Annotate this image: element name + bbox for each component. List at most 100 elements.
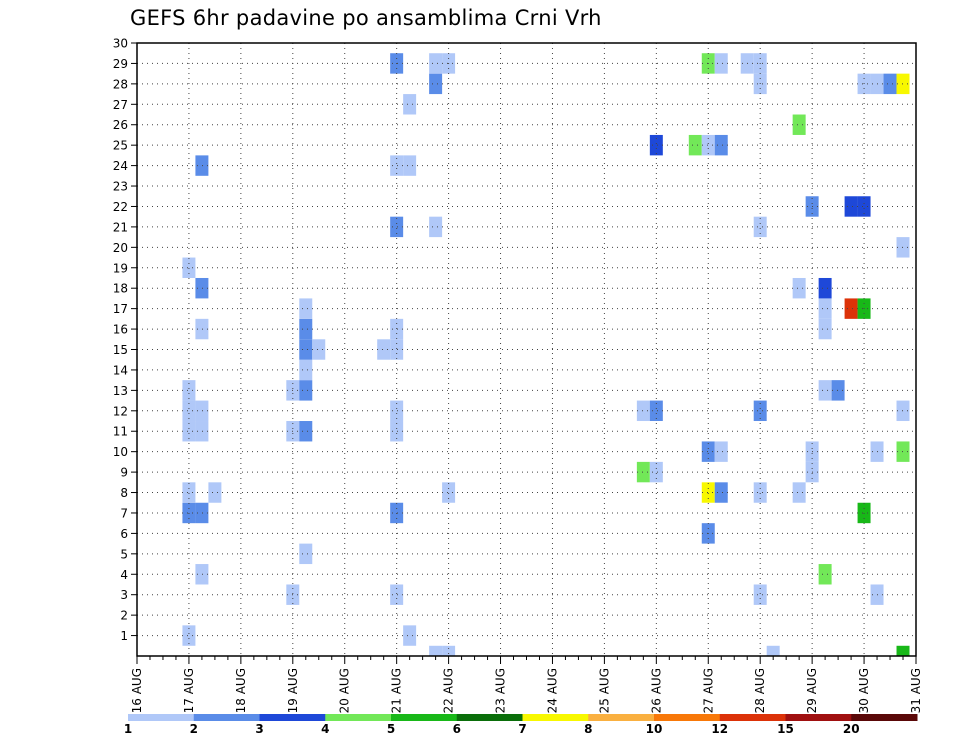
precip-cell (649, 134, 663, 156)
precip-cell (714, 482, 728, 503)
y-tick-label: 29 (113, 57, 128, 71)
y-tick-label: 21 (113, 220, 128, 234)
precip-cell (857, 196, 871, 217)
precip-cell (390, 318, 404, 340)
precip-cell (636, 400, 650, 422)
precip-cell (818, 564, 832, 585)
y-tick-label: 17 (113, 302, 128, 316)
precip-cell (182, 502, 196, 524)
precip-cell (753, 584, 767, 605)
colorbar-segment (522, 714, 589, 721)
precip-cell (714, 53, 728, 74)
precip-cell (753, 400, 767, 422)
y-tick-label: 12 (113, 404, 128, 418)
y-tick-label: 15 (113, 343, 128, 357)
colorbar-label: 2 (190, 722, 198, 736)
x-tick-label: 26 AUG (649, 668, 663, 713)
colorbar-label: 3 (255, 722, 263, 736)
y-tick-label: 24 (113, 159, 128, 173)
colorbar-label: 1 (124, 722, 132, 736)
colorbar-segment (785, 714, 852, 721)
precip-cell (844, 196, 858, 217)
y-tick-label: 25 (113, 139, 128, 153)
y-tick-label: 1 (120, 629, 128, 643)
precip-cell (299, 421, 313, 442)
colorbar-segment (325, 714, 392, 721)
precip-cell (818, 277, 832, 299)
precip-cell (831, 380, 845, 401)
y-tick-label: 20 (113, 241, 128, 255)
precip-cell (195, 421, 209, 442)
grid-layer (137, 43, 916, 656)
precip-cell (390, 400, 404, 422)
precip-cell (299, 298, 313, 319)
y-tick-label: 2 (120, 609, 128, 623)
x-tick-label: 27 AUG (701, 668, 715, 713)
precip-cell (883, 73, 897, 95)
precip-cell (792, 277, 806, 299)
colorbar-label: 5 (387, 722, 395, 736)
precip-cell (753, 216, 767, 238)
precip-cell (208, 482, 222, 503)
precip-cell (649, 461, 663, 483)
precip-cell (182, 421, 196, 442)
precip-cell (377, 339, 391, 360)
colorbar-label: 10 (646, 722, 663, 736)
precip-cell (766, 645, 780, 656)
y-tick-label: 4 (120, 568, 128, 582)
x-tick-label: 18 AUG (234, 668, 248, 713)
precip-cell (390, 502, 404, 524)
precip-cell (896, 73, 910, 95)
y-tick-label: 16 (113, 323, 128, 337)
precip-cell (429, 53, 443, 74)
colorbar: 1 2 3 4 5 6 7 8 10 12 15 20 (124, 714, 918, 736)
precip-cell (701, 482, 715, 503)
precip-cell (701, 441, 715, 462)
precip-cell (442, 482, 456, 503)
precip-cells-layer (182, 53, 910, 656)
colorbar-segment (588, 714, 655, 721)
precip-cell (195, 502, 209, 524)
precip-cell (896, 400, 910, 422)
x-tick-label: 17 AUG (182, 668, 196, 713)
y-tick-label: 5 (120, 547, 128, 561)
precip-cell (896, 441, 910, 462)
precip-cell (390, 421, 404, 442)
colorbar-label: 6 (453, 722, 461, 736)
x-tick-label: 29 AUG (805, 668, 819, 713)
precip-cell (312, 339, 326, 360)
y-tick-label: 8 (120, 486, 128, 500)
precip-cell (818, 318, 832, 340)
precip-cell (403, 155, 417, 176)
colorbar-segment (719, 714, 786, 721)
colorbar-segment (259, 714, 326, 721)
precip-cell (299, 359, 313, 381)
precip-cell (896, 237, 910, 258)
precip-cell (182, 625, 196, 646)
y-tick-label: 6 (120, 527, 128, 541)
x-tick-label: 22 AUG (442, 668, 456, 713)
colorbar-label: 15 (777, 722, 794, 736)
precip-cell (390, 216, 404, 238)
precip-cell (299, 380, 313, 401)
precip-cell (429, 645, 443, 656)
precip-cell (195, 400, 209, 422)
precip-cell (403, 94, 417, 115)
x-axis: 16 AUG 17 AUG 18 AUG 19 AUG 20 AUG 21 AUG 22 A… (130, 656, 923, 713)
y-tick-label: 27 (113, 98, 128, 112)
precip-cell (844, 298, 858, 319)
precip-cell (390, 155, 404, 176)
colorbar-segment (391, 714, 458, 721)
x-tick-label: 20 AUG (338, 668, 352, 713)
precip-cell (442, 645, 456, 656)
precip-cell (182, 400, 196, 422)
y-tick-label: 22 (113, 200, 128, 214)
y-tick-label: 18 (113, 282, 128, 296)
precip-cell (299, 339, 313, 360)
colorbar-label: 7 (518, 722, 526, 736)
precip-cell (195, 318, 209, 340)
precip-cell (636, 461, 650, 483)
y-tick-label: 23 (113, 180, 128, 194)
y-tick-label: 13 (113, 384, 128, 398)
precip-cell (896, 645, 910, 656)
